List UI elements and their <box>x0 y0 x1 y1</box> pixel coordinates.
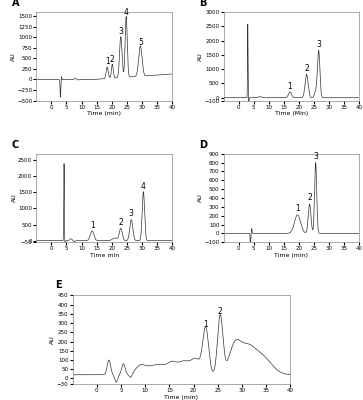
Text: 4: 4 <box>124 8 129 17</box>
X-axis label: Time (Min): Time (Min) <box>275 111 308 116</box>
Text: 2: 2 <box>110 55 115 64</box>
Text: A: A <box>12 0 19 8</box>
Text: 1: 1 <box>287 82 292 92</box>
Text: D: D <box>199 140 207 150</box>
Text: 3: 3 <box>129 209 134 218</box>
Text: 1: 1 <box>295 204 300 213</box>
Y-axis label: AU: AU <box>50 335 56 344</box>
Text: 1: 1 <box>203 320 208 329</box>
Y-axis label: AU: AU <box>198 194 203 202</box>
Text: 4: 4 <box>141 182 146 191</box>
Text: E: E <box>55 280 62 290</box>
X-axis label: Time (min): Time (min) <box>164 394 199 400</box>
Text: B: B <box>199 0 207 8</box>
Text: 2: 2 <box>304 64 309 74</box>
Text: 3: 3 <box>313 152 318 161</box>
Text: 1: 1 <box>90 221 94 230</box>
Y-axis label: AU: AU <box>11 52 16 61</box>
Text: 3: 3 <box>118 28 123 36</box>
Text: 5: 5 <box>138 38 143 48</box>
Text: 2: 2 <box>307 192 312 202</box>
X-axis label: Time min: Time min <box>90 253 119 258</box>
Y-axis label: AU: AU <box>198 52 203 61</box>
Text: C: C <box>12 140 19 150</box>
Text: 2: 2 <box>218 307 223 316</box>
Text: 3: 3 <box>316 40 321 49</box>
X-axis label: Time (min): Time (min) <box>87 111 121 116</box>
Text: 2: 2 <box>118 218 123 227</box>
Y-axis label: AU: AU <box>12 194 17 202</box>
Text: 1: 1 <box>105 58 110 66</box>
X-axis label: Time (min): Time (min) <box>274 253 309 258</box>
